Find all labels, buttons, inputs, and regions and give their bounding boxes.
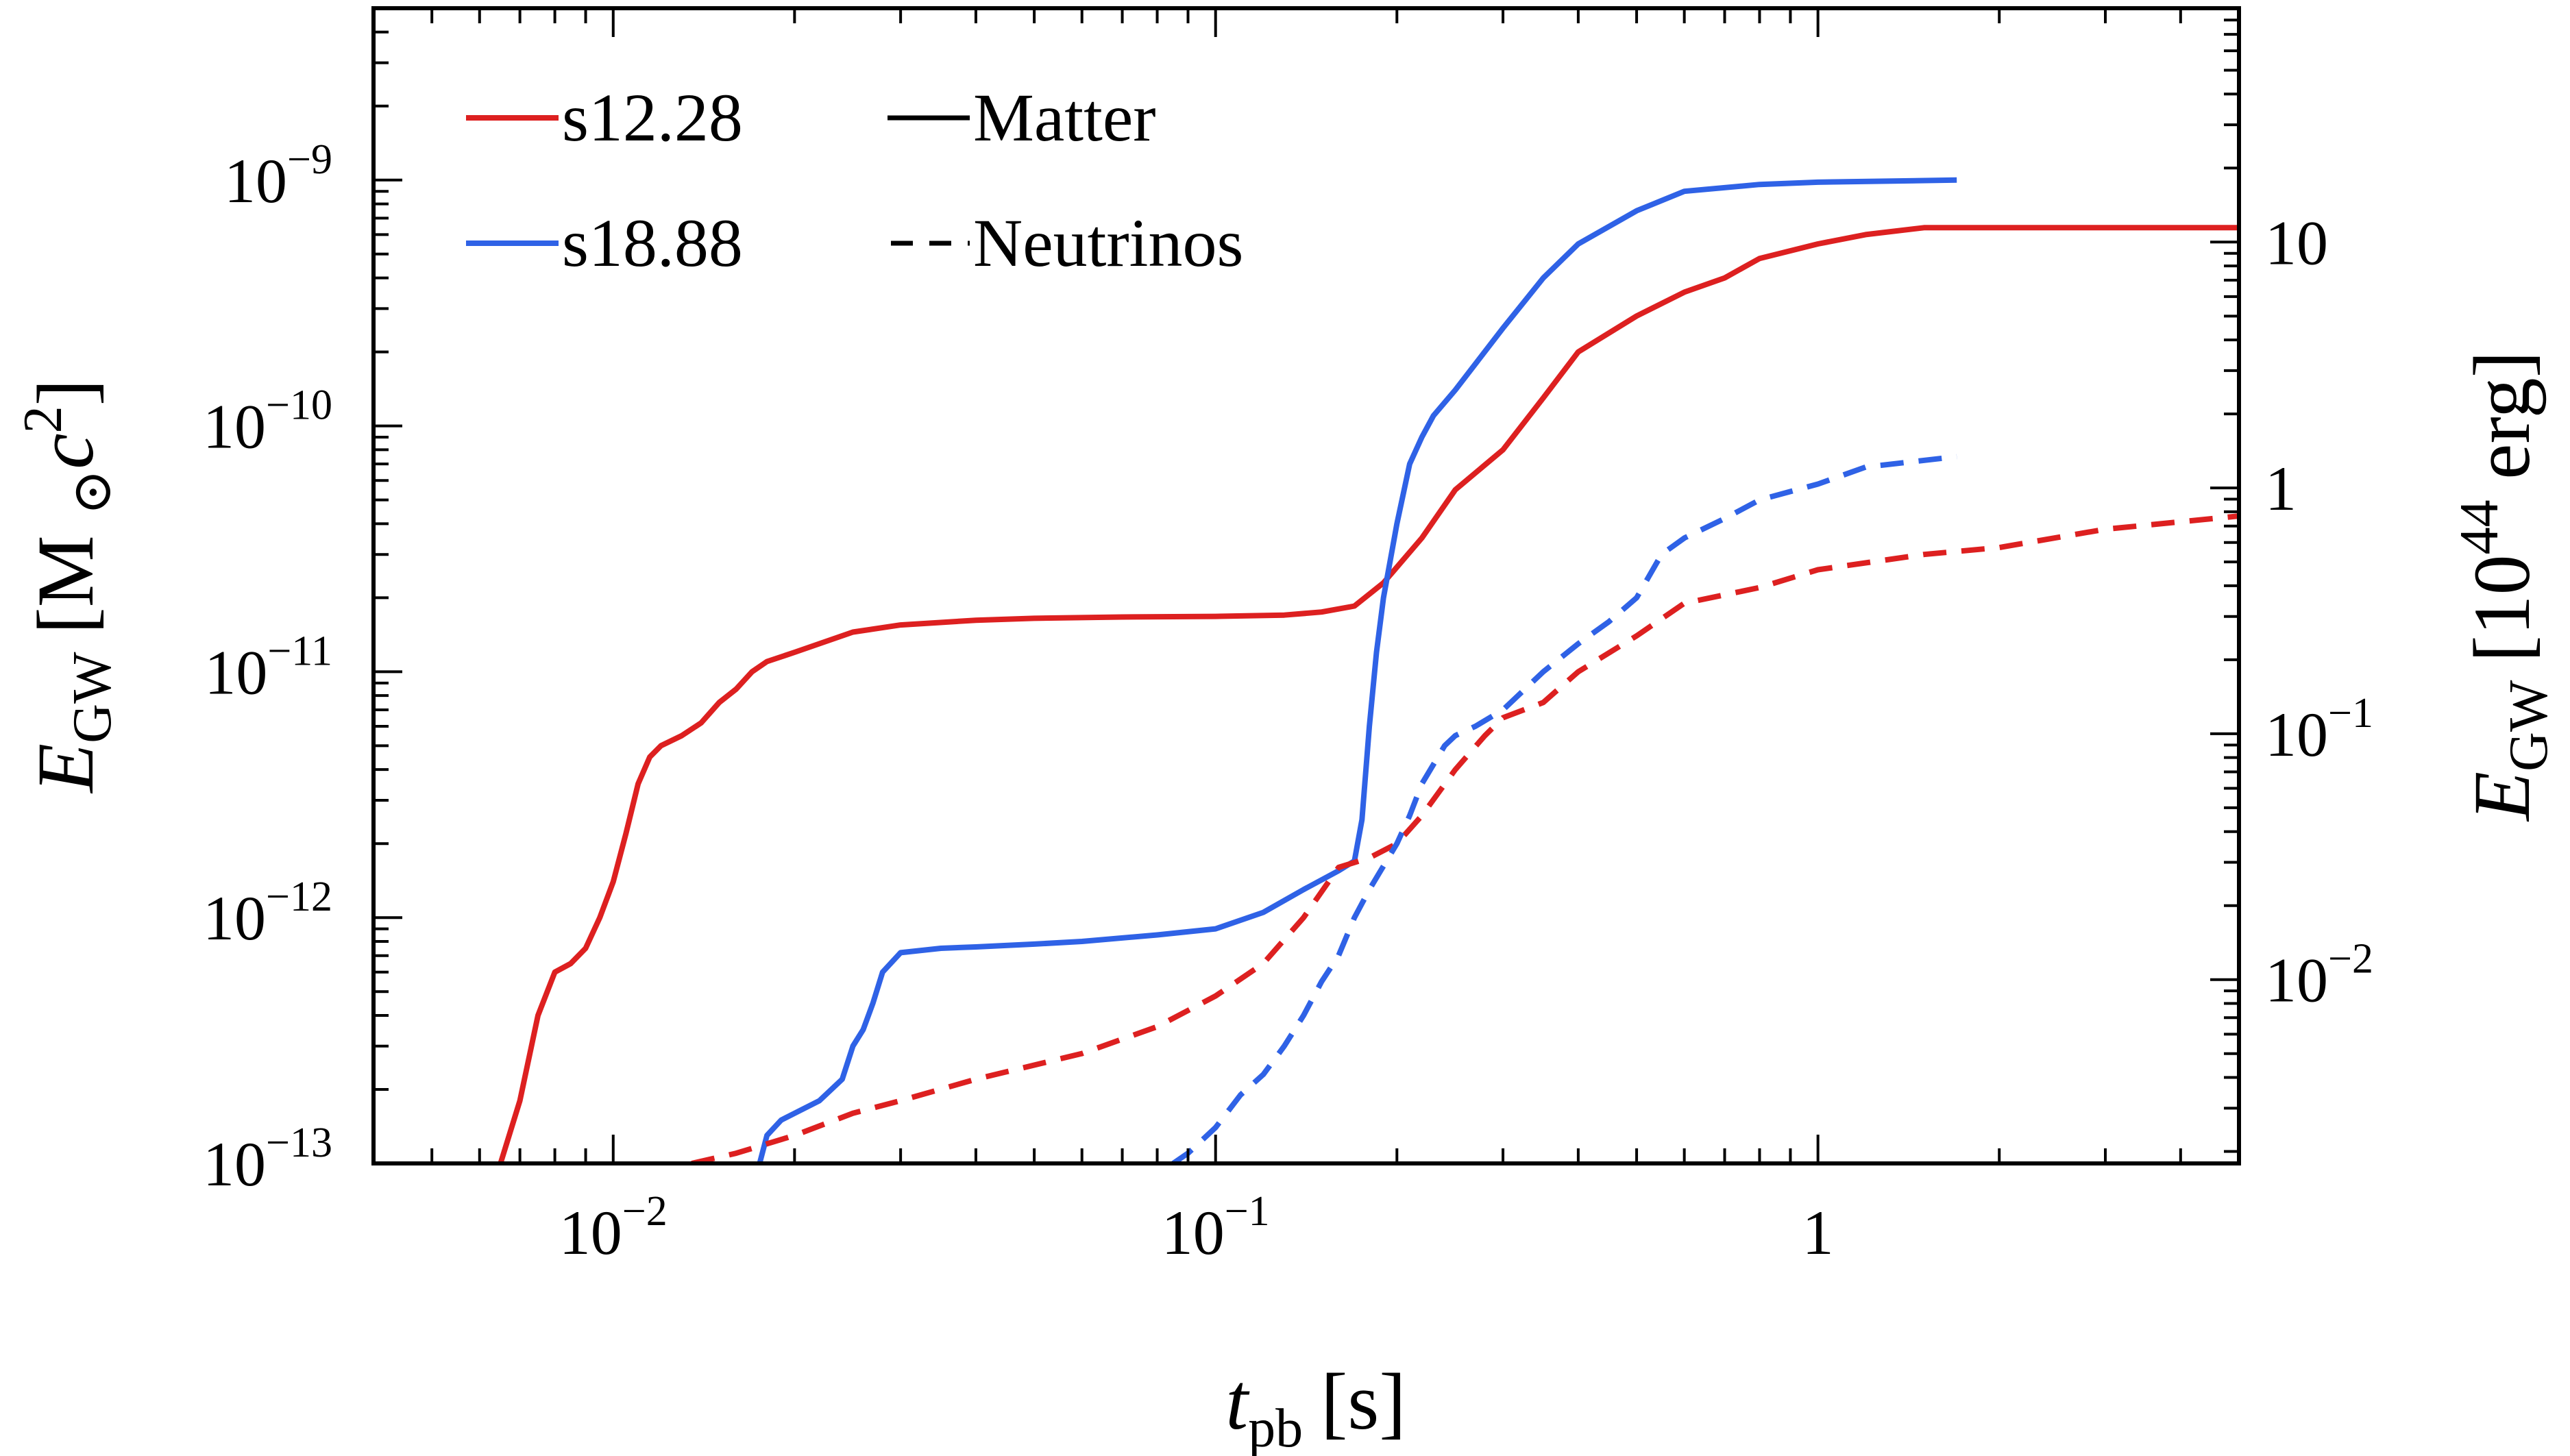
y-tick-label: 10−13 xyxy=(203,1120,332,1199)
series-line-s18-88-neutrinos xyxy=(1171,454,1957,1163)
y2-tick-label: 10−1 xyxy=(2265,690,2373,769)
x-tick-label: 1 xyxy=(1802,1198,1834,1268)
series-line-s12-28-matter xyxy=(498,225,2239,1163)
y-axis-title: EGW[M ⊙c2] xyxy=(13,379,123,794)
y2-tick-label: 10 xyxy=(2265,208,2328,277)
legend: s12.28 s18.88 Matter Neutrinos xyxy=(466,79,1243,281)
series-line-s18-88-matter xyxy=(757,177,1957,1163)
y-tick-label: 10−11 xyxy=(204,628,332,707)
legend-label-s12-28: s12.28 xyxy=(562,79,743,156)
tick-labels: 10−2 10−1 110−1310−1210−1110−1010−910−210−… xyxy=(203,136,2373,1268)
x-axis-title: tpb [s] xyxy=(1225,1357,1406,1456)
series-line-s12-28-neutrinos xyxy=(691,513,2239,1163)
legend-label-neutrinos: Neutrinos xyxy=(973,205,1243,281)
y2-axis-title: EGW[1044 erg] xyxy=(2449,351,2559,822)
y-tick-label: 10−9 xyxy=(224,136,332,216)
x-tick-label: 10−2 xyxy=(559,1188,668,1268)
y-tick-label: 10−10 xyxy=(203,382,332,462)
x-tick-label: 10−1 xyxy=(1162,1188,1270,1268)
y2-tick-label: 10−2 xyxy=(2265,936,2373,1015)
y-tick-label: 10−12 xyxy=(203,874,332,953)
minor-ticks xyxy=(372,7,2240,1163)
legend-label-s18-88: s18.88 xyxy=(562,205,743,281)
plot-frame xyxy=(371,6,2241,1165)
series-layer xyxy=(498,177,2239,1163)
y2-tick-label: 1 xyxy=(2265,454,2297,523)
major-ticks xyxy=(374,8,2239,1165)
legend-label-matter: Matter xyxy=(973,79,1156,156)
